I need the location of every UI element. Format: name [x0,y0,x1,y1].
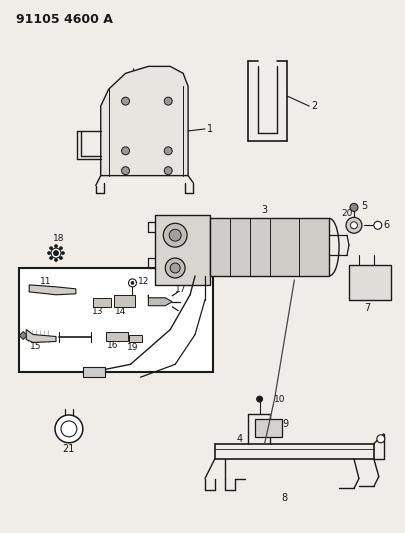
Polygon shape [148,295,172,306]
Text: 3: 3 [261,205,267,215]
Text: 4: 4 [236,434,242,444]
Text: 16: 16 [107,341,118,350]
Circle shape [51,248,61,258]
Polygon shape [19,332,26,340]
Circle shape [376,435,384,443]
Bar [83,367,104,377]
Circle shape [49,247,53,249]
Circle shape [128,279,136,287]
Text: 10: 10 [273,394,284,403]
Text: 9: 9 [282,419,288,429]
Bar [92,298,111,306]
Text: 1: 1 [207,124,213,134]
Circle shape [349,204,357,212]
Bar [113,295,135,306]
Bar [348,265,390,300]
Polygon shape [26,329,56,343]
Text: 18: 18 [53,233,64,243]
Polygon shape [100,67,188,176]
Text: 6: 6 [383,220,389,230]
Circle shape [170,263,180,273]
Bar [254,419,282,437]
Circle shape [54,245,58,248]
Text: 8: 8 [281,494,287,503]
Circle shape [53,251,58,256]
Text: 14: 14 [115,307,126,316]
Text: 5: 5 [360,201,366,212]
Circle shape [169,229,181,241]
Circle shape [121,97,129,105]
Bar [209,219,328,276]
Text: 17: 17 [175,285,186,294]
Circle shape [164,167,172,175]
Text: 19: 19 [126,343,138,352]
Circle shape [256,396,262,402]
Circle shape [164,97,172,105]
Text: 20: 20 [341,209,352,218]
Circle shape [165,258,185,278]
Polygon shape [29,285,76,295]
Circle shape [164,147,172,155]
Text: 21: 21 [63,444,75,454]
Text: 7: 7 [363,303,369,313]
Circle shape [54,259,58,262]
Circle shape [345,217,361,233]
Bar [105,332,127,342]
Circle shape [61,252,64,255]
Text: 13: 13 [92,307,103,316]
Text: 2: 2 [311,101,317,111]
Circle shape [49,256,53,260]
Bar [19,268,212,372]
Circle shape [61,421,77,437]
Circle shape [121,147,129,155]
Circle shape [350,222,356,229]
Text: 11: 11 [40,277,52,286]
Circle shape [59,247,62,249]
Bar [128,335,142,343]
Bar [155,215,209,285]
Text: 15: 15 [30,342,42,351]
Circle shape [121,167,129,175]
Text: 12: 12 [138,277,149,286]
Circle shape [55,415,83,443]
Circle shape [373,221,381,229]
Circle shape [47,252,51,255]
Circle shape [131,281,134,285]
Circle shape [59,256,62,260]
Circle shape [163,223,187,247]
Text: 91105 4600 A: 91105 4600 A [16,13,113,26]
